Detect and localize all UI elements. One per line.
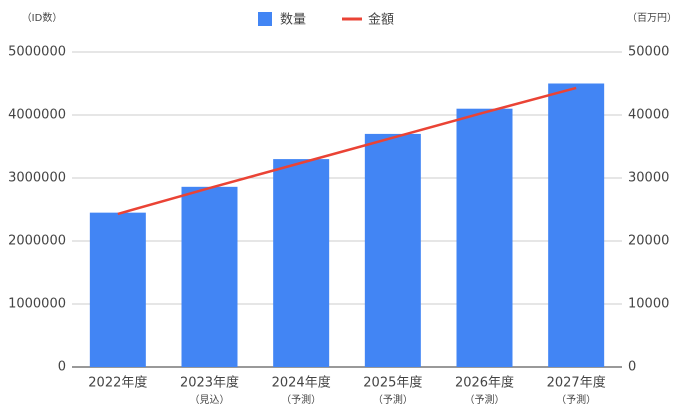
y2-tick-label: 50000 xyxy=(628,45,669,60)
x-tick-note: （見込） xyxy=(190,394,230,406)
y2-tick-label: 0 xyxy=(628,360,636,375)
y-tick-label: 4000000 xyxy=(8,108,66,123)
line xyxy=(117,86,577,216)
x-tick-label: 2026年度 xyxy=(455,375,514,391)
y2-tick-label: 40000 xyxy=(628,108,669,123)
x-tick-note: （予測） xyxy=(281,393,321,406)
x-tick-label: 2024年度 xyxy=(272,375,331,391)
bar xyxy=(273,159,330,367)
y-tick-label: 2000000 xyxy=(8,234,66,249)
x-tick-note: （予測） xyxy=(373,393,413,406)
x-tick-label: 2022年度 xyxy=(88,375,147,391)
y-tick-label: 3000000 xyxy=(8,171,66,186)
y-tick-label: 5000000 xyxy=(8,45,66,60)
legend-label: 数量 xyxy=(280,13,306,28)
legend-swatch xyxy=(258,12,272,26)
y-axis-label: （ID数） xyxy=(22,11,63,24)
y-tick-label: 0 xyxy=(58,360,66,375)
bar xyxy=(181,186,238,367)
y-tick-label: 1000000 xyxy=(8,297,66,312)
x-tick-note: （予測） xyxy=(556,393,596,406)
x-tick-note: （予測） xyxy=(465,393,505,406)
bar xyxy=(456,108,513,367)
bar xyxy=(548,83,605,367)
x-tick-label: 2027年度 xyxy=(547,375,606,391)
x-tick-label: 2023年度 xyxy=(180,375,239,391)
y2-tick-label: 10000 xyxy=(628,297,669,312)
x-tick-label: 2025年度 xyxy=(363,375,422,391)
y2-tick-label: 30000 xyxy=(628,171,669,186)
legend-label: 金額 xyxy=(368,12,394,28)
y2-axis-label: （百万円） xyxy=(627,12,677,24)
bar xyxy=(89,212,146,367)
bar xyxy=(364,133,421,367)
y2-tick-label: 20000 xyxy=(628,234,669,249)
